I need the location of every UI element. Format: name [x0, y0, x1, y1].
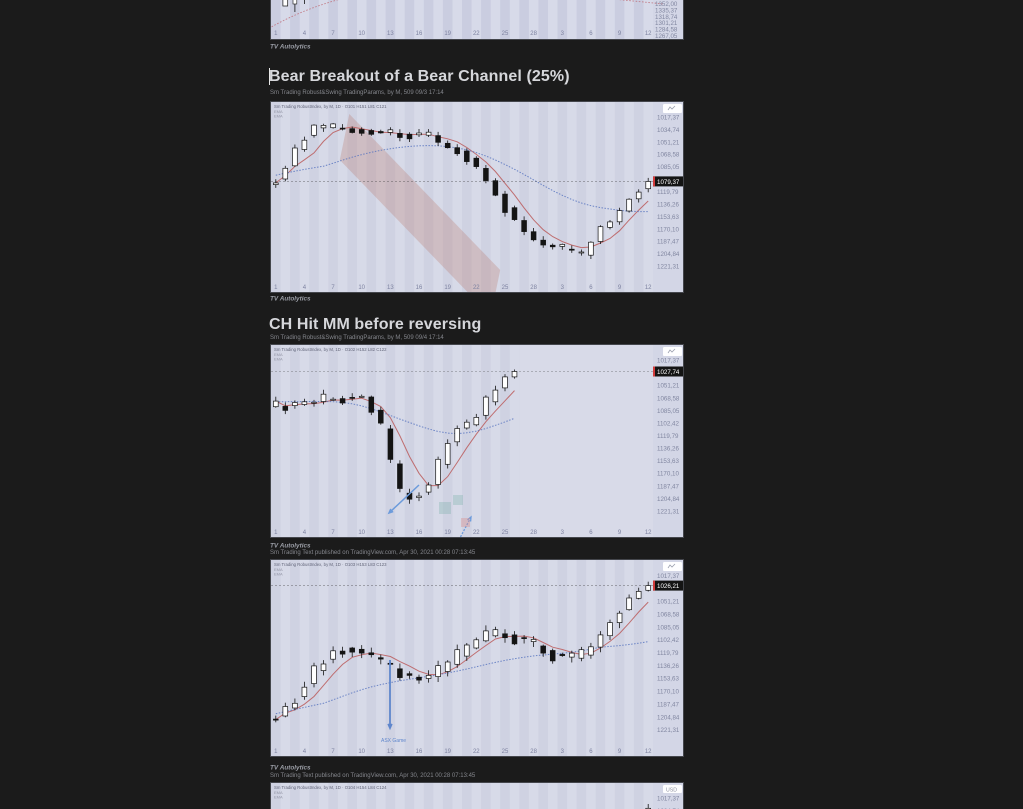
svg-text:13: 13	[387, 749, 394, 755]
svg-text:1170,10: 1170,10	[657, 226, 679, 233]
svg-text:25: 25	[502, 31, 509, 37]
svg-text:10: 10	[358, 285, 365, 291]
svg-text:1027,74: 1027,74	[657, 369, 680, 376]
svg-text:1204,84: 1204,84	[657, 496, 680, 503]
svg-text:19: 19	[444, 749, 451, 755]
svg-text:13: 13	[387, 31, 394, 37]
svg-text:1204,84: 1204,84	[657, 714, 680, 721]
svg-text:EMA: EMA	[274, 572, 283, 577]
svg-text:19: 19	[444, 530, 451, 536]
svg-text:1221,31: 1221,31	[657, 508, 680, 515]
svg-text:1068,58: 1068,58	[657, 611, 680, 618]
svg-text:16: 16	[416, 31, 423, 37]
svg-text:1170,10: 1170,10	[657, 471, 679, 478]
svg-text:12: 12	[645, 530, 652, 536]
svg-text:1034,74: 1034,74	[657, 127, 680, 134]
svg-text:1085,05: 1085,05	[657, 164, 680, 171]
svg-text:1119,79: 1119,79	[657, 650, 679, 657]
svg-text:22: 22	[473, 530, 480, 536]
svg-text:1085,05: 1085,05	[657, 408, 680, 415]
svg-text:1068,58: 1068,58	[657, 152, 680, 159]
svg-text:1136,26: 1136,26	[657, 446, 679, 453]
svg-text:25: 25	[502, 530, 509, 536]
svg-text:1136,26: 1136,26	[657, 201, 679, 208]
svg-text:28: 28	[530, 285, 537, 291]
svg-text:25: 25	[502, 285, 509, 291]
svg-text:TV Autolytics: TV Autolytics	[270, 765, 311, 772]
svg-text:1187,47: 1187,47	[657, 701, 679, 708]
svg-text:1017,37: 1017,37	[657, 114, 680, 121]
svg-text:Sm Trading RobustIndex, by M,: Sm Trading RobustIndex, by M, 1D · O103 …	[274, 562, 387, 567]
svg-text:22: 22	[473, 31, 480, 37]
svg-text:19: 19	[444, 285, 451, 291]
svg-text:28: 28	[530, 749, 537, 755]
svg-text:1204,84: 1204,84	[657, 251, 680, 258]
svg-text:13: 13	[387, 530, 394, 536]
svg-text:1119,79: 1119,79	[657, 189, 679, 196]
svg-text:12: 12	[645, 285, 652, 291]
svg-text:28: 28	[530, 31, 537, 37]
svg-text:ASX Game: ASX Game	[381, 738, 406, 744]
svg-text:10: 10	[358, 530, 365, 536]
svg-text:25: 25	[502, 749, 509, 755]
svg-text:1068,58: 1068,58	[657, 395, 680, 402]
svg-text:16: 16	[416, 285, 423, 291]
svg-text:1017,37: 1017,37	[657, 573, 680, 580]
svg-text:1153,63: 1153,63	[657, 214, 679, 221]
svg-text:1051,21: 1051,21	[657, 139, 680, 146]
svg-text:22: 22	[473, 285, 480, 291]
svg-text:1017,37: 1017,37	[657, 795, 680, 802]
svg-text:1017,37: 1017,37	[657, 358, 680, 365]
svg-text:1026,21: 1026,21	[657, 583, 680, 590]
svg-text:1102,42: 1102,42	[657, 637, 679, 644]
svg-text:13: 13	[387, 285, 394, 291]
svg-text:Sm Trading RobustIndex, by M,: Sm Trading RobustIndex, by M, 1D · O104 …	[274, 785, 387, 790]
svg-text:USD: USD	[666, 787, 677, 793]
svg-text:1153,63: 1153,63	[657, 458, 679, 465]
svg-text:12: 12	[645, 31, 652, 37]
svg-text:16: 16	[416, 749, 423, 755]
svg-text:28: 28	[530, 530, 537, 536]
svg-text:TV Autolytics: TV Autolytics	[270, 44, 311, 51]
svg-text:1119,79: 1119,79	[657, 433, 679, 440]
svg-text:1221,31: 1221,31	[657, 264, 680, 271]
svg-text:1221,31: 1221,31	[657, 727, 680, 734]
svg-text:10: 10	[358, 31, 365, 37]
svg-text:1267,05: 1267,05	[655, 33, 678, 40]
svg-text:1187,47: 1187,47	[657, 483, 679, 490]
svg-text:1051,21: 1051,21	[657, 383, 680, 390]
svg-text:12: 12	[645, 749, 652, 755]
svg-text:TV Autolytics: TV Autolytics	[270, 296, 311, 303]
svg-text:EMA: EMA	[274, 114, 283, 119]
svg-text:Sm Trading RobustIndex, by M,: Sm Trading RobustIndex, by M, 1D · O101 …	[274, 104, 387, 109]
svg-text:1153,63: 1153,63	[657, 676, 679, 683]
svg-text:1085,05: 1085,05	[657, 624, 680, 631]
svg-text:1187,47: 1187,47	[657, 239, 679, 246]
svg-text:EMA: EMA	[274, 357, 283, 362]
svg-text:1102,42: 1102,42	[657, 420, 679, 427]
svg-text:10: 10	[358, 749, 365, 755]
svg-text:Sm Trading RobustIndex, by M,: Sm Trading RobustIndex, by M, 1D · O102 …	[274, 347, 387, 352]
svg-text:22: 22	[473, 749, 480, 755]
svg-text:19: 19	[444, 31, 451, 37]
svg-text:1170,10: 1170,10	[657, 689, 679, 696]
svg-text:1136,26: 1136,26	[657, 663, 679, 670]
svg-text:EMA: EMA	[274, 795, 283, 800]
svg-text:1079,37: 1079,37	[657, 179, 680, 186]
svg-text:TV Autolytics: TV Autolytics	[270, 543, 311, 550]
svg-text:16: 16	[416, 530, 423, 536]
svg-text:1051,21: 1051,21	[657, 599, 680, 606]
